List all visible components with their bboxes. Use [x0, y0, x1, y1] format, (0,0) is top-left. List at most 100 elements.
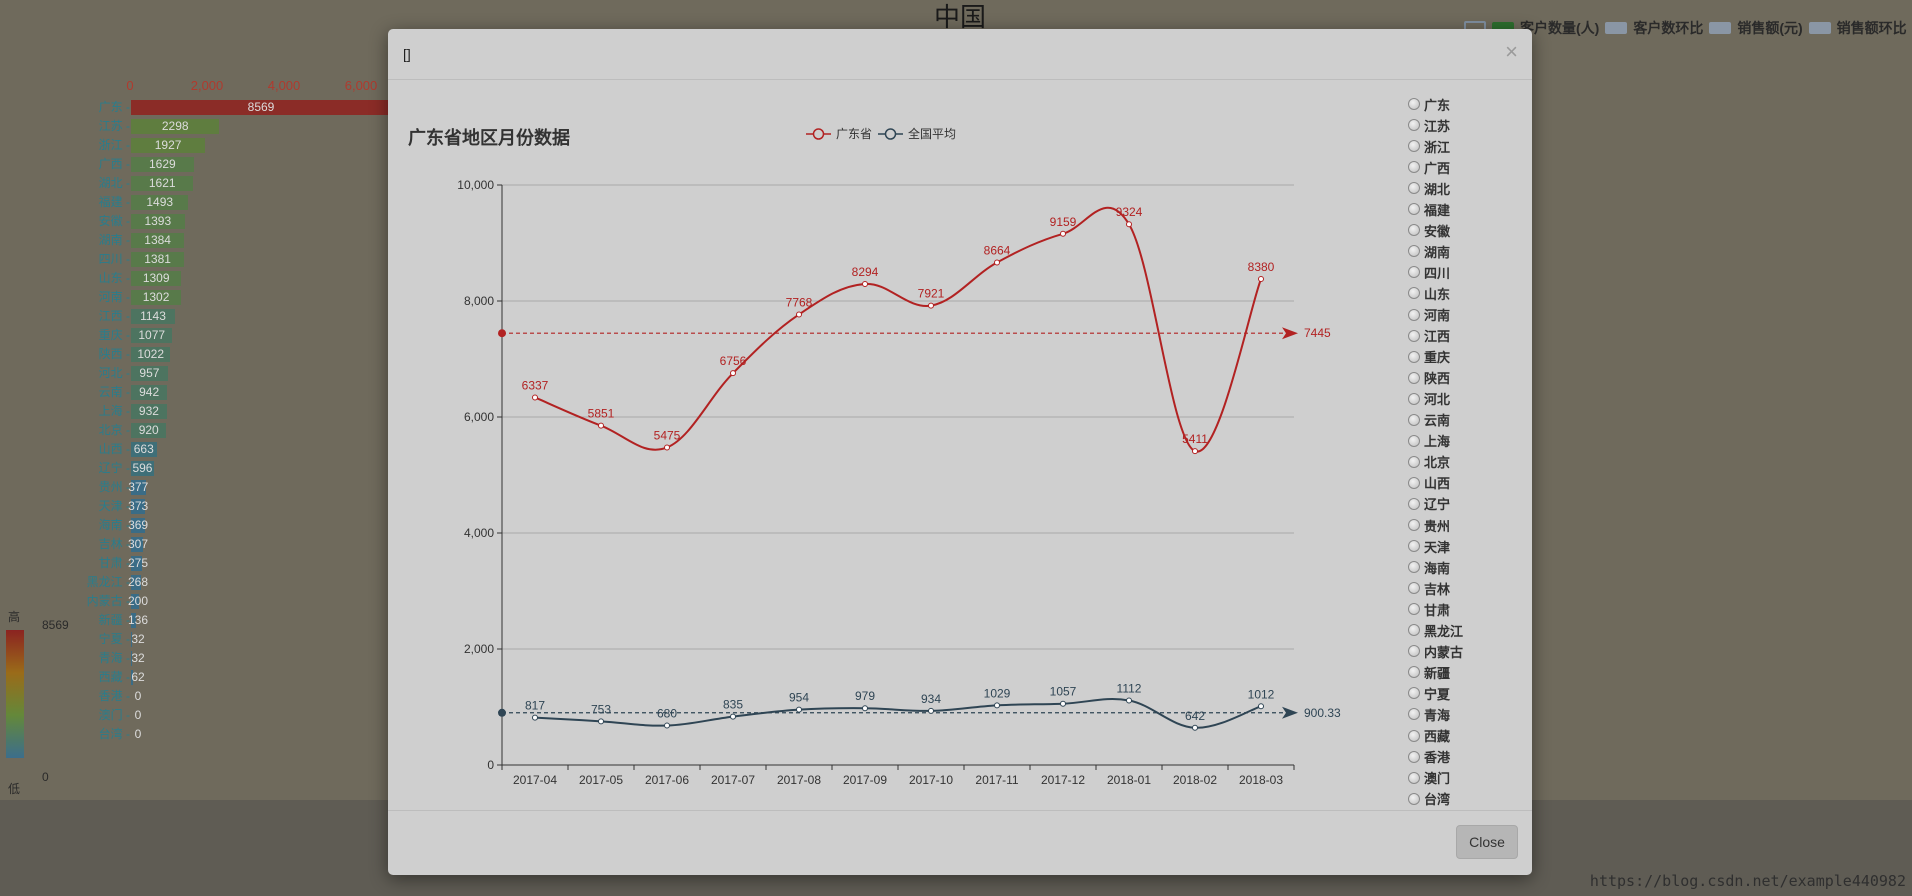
data-point[interactable] — [664, 722, 670, 729]
province-radio-option[interactable]: 吉林 — [1408, 579, 1450, 597]
bar[interactable] — [131, 670, 134, 685]
data-point[interactable] — [598, 422, 604, 429]
province-radio-option[interactable]: 海南 — [1408, 558, 1450, 576]
radio-button[interactable] — [1408, 329, 1420, 342]
province-radio-option[interactable]: 台湾 — [1408, 790, 1450, 808]
province-radio-option[interactable]: 辽宁 — [1408, 495, 1450, 513]
data-point[interactable] — [1060, 700, 1066, 707]
province-radio-option[interactable]: 河南 — [1408, 306, 1450, 324]
radio-button[interactable] — [1408, 792, 1420, 805]
province-radio-option[interactable]: 云南 — [1408, 411, 1450, 429]
bar[interactable] — [131, 385, 168, 400]
bar[interactable] — [131, 138, 206, 153]
radio-button[interactable] — [1408, 224, 1420, 237]
province-radio-option[interactable]: 西藏 — [1408, 727, 1450, 745]
province-radio-option[interactable]: 重庆 — [1408, 348, 1450, 366]
bar[interactable] — [131, 575, 142, 590]
radio-button[interactable] — [1408, 603, 1420, 616]
data-point[interactable] — [1060, 230, 1066, 237]
province-radio-option[interactable]: 广西 — [1408, 158, 1450, 176]
bar[interactable] — [131, 328, 173, 343]
radio-button[interactable] — [1408, 771, 1420, 784]
data-point[interactable] — [664, 444, 670, 451]
bar[interactable] — [131, 461, 154, 476]
radio-button[interactable] — [1408, 729, 1420, 742]
bar[interactable] — [131, 290, 182, 305]
bar[interactable] — [131, 214, 185, 229]
data-point[interactable] — [1258, 703, 1264, 710]
visual-map-gradient[interactable] — [6, 630, 24, 758]
data-point[interactable] — [994, 702, 1000, 709]
radio-button[interactable] — [1408, 266, 1420, 279]
radio-button[interactable] — [1408, 308, 1420, 321]
bar[interactable] — [131, 100, 391, 115]
radio-button[interactable] — [1408, 392, 1420, 405]
province-radio-option[interactable]: 甘肃 — [1408, 600, 1450, 618]
province-radio-option[interactable]: 澳门 — [1408, 769, 1450, 787]
bar[interactable] — [131, 423, 167, 438]
bar[interactable] — [131, 119, 220, 134]
legend-label[interactable]: 全国平均 — [908, 126, 956, 141]
province-radio-option[interactable]: 江苏 — [1408, 116, 1450, 134]
bar[interactable] — [131, 404, 167, 419]
province-radio-option[interactable]: 湖南 — [1408, 242, 1450, 260]
bar[interactable] — [131, 499, 146, 514]
radio-button[interactable] — [1408, 203, 1420, 216]
radio-button[interactable] — [1408, 245, 1420, 258]
radio-button[interactable] — [1408, 645, 1420, 658]
data-point[interactable] — [1192, 448, 1198, 455]
bar[interactable] — [131, 613, 137, 628]
visual-map[interactable] — [4, 610, 24, 770]
radio-button[interactable] — [1408, 182, 1420, 195]
province-radio-option[interactable]: 北京 — [1408, 453, 1450, 471]
bar[interactable] — [131, 366, 168, 381]
data-point[interactable] — [598, 718, 604, 725]
bar[interactable] — [131, 176, 194, 191]
province-radio-option[interactable]: 四川 — [1408, 263, 1450, 281]
bar[interactable] — [131, 195, 189, 210]
radio-button[interactable] — [1408, 161, 1420, 174]
province-radio-option[interactable]: 河北 — [1408, 390, 1450, 408]
radio-button[interactable] — [1408, 561, 1420, 574]
legend-label[interactable]: 广东省 — [836, 127, 872, 141]
radio-button[interactable] — [1408, 350, 1420, 363]
legend-label[interactable]: 客户数环比 — [1633, 20, 1704, 36]
province-radio-option[interactable]: 浙江 — [1408, 137, 1450, 155]
radio-button[interactable] — [1408, 371, 1420, 384]
radio-button[interactable] — [1408, 750, 1420, 763]
legend-label[interactable]: 销售额(元) — [1737, 20, 1803, 36]
bar[interactable] — [131, 632, 133, 647]
radio-button[interactable] — [1408, 476, 1420, 489]
province-radio-option[interactable]: 内蒙古 — [1408, 642, 1463, 660]
legend-label[interactable]: 销售额环比 — [1836, 20, 1907, 36]
bar[interactable] — [131, 233, 185, 248]
data-point[interactable] — [730, 370, 736, 377]
province-radio-option[interactable]: 宁夏 — [1408, 684, 1450, 702]
data-point[interactable] — [796, 311, 802, 318]
province-radio-option[interactable]: 湖北 — [1408, 179, 1450, 197]
radio-button[interactable] — [1408, 434, 1420, 447]
radio-button[interactable] — [1408, 624, 1420, 637]
radio-button[interactable] — [1408, 687, 1420, 700]
radio-button[interactable] — [1408, 582, 1420, 595]
province-radio-option[interactable]: 新疆 — [1408, 663, 1450, 681]
bar[interactable] — [131, 556, 142, 571]
radio-button[interactable] — [1408, 119, 1420, 132]
bar[interactable] — [131, 651, 133, 666]
radio-button[interactable] — [1408, 287, 1420, 300]
data-point[interactable] — [994, 259, 1000, 266]
bar[interactable] — [131, 480, 146, 495]
bar[interactable] — [131, 157, 194, 172]
province-radio-option[interactable]: 江西 — [1408, 327, 1450, 345]
bar[interactable] — [131, 537, 143, 552]
data-point[interactable] — [862, 280, 868, 287]
data-point[interactable] — [532, 714, 538, 721]
close-button[interactable]: Close — [1456, 825, 1518, 859]
province-radio-option[interactable]: 山西 — [1408, 474, 1450, 492]
data-point[interactable] — [1126, 221, 1132, 228]
radio-button[interactable] — [1408, 140, 1420, 153]
data-point[interactable] — [862, 705, 868, 712]
province-radio-option[interactable]: 福建 — [1408, 200, 1450, 218]
province-radio-option[interactable]: 天津 — [1408, 537, 1450, 555]
province-radio-option[interactable]: 上海 — [1408, 432, 1450, 450]
